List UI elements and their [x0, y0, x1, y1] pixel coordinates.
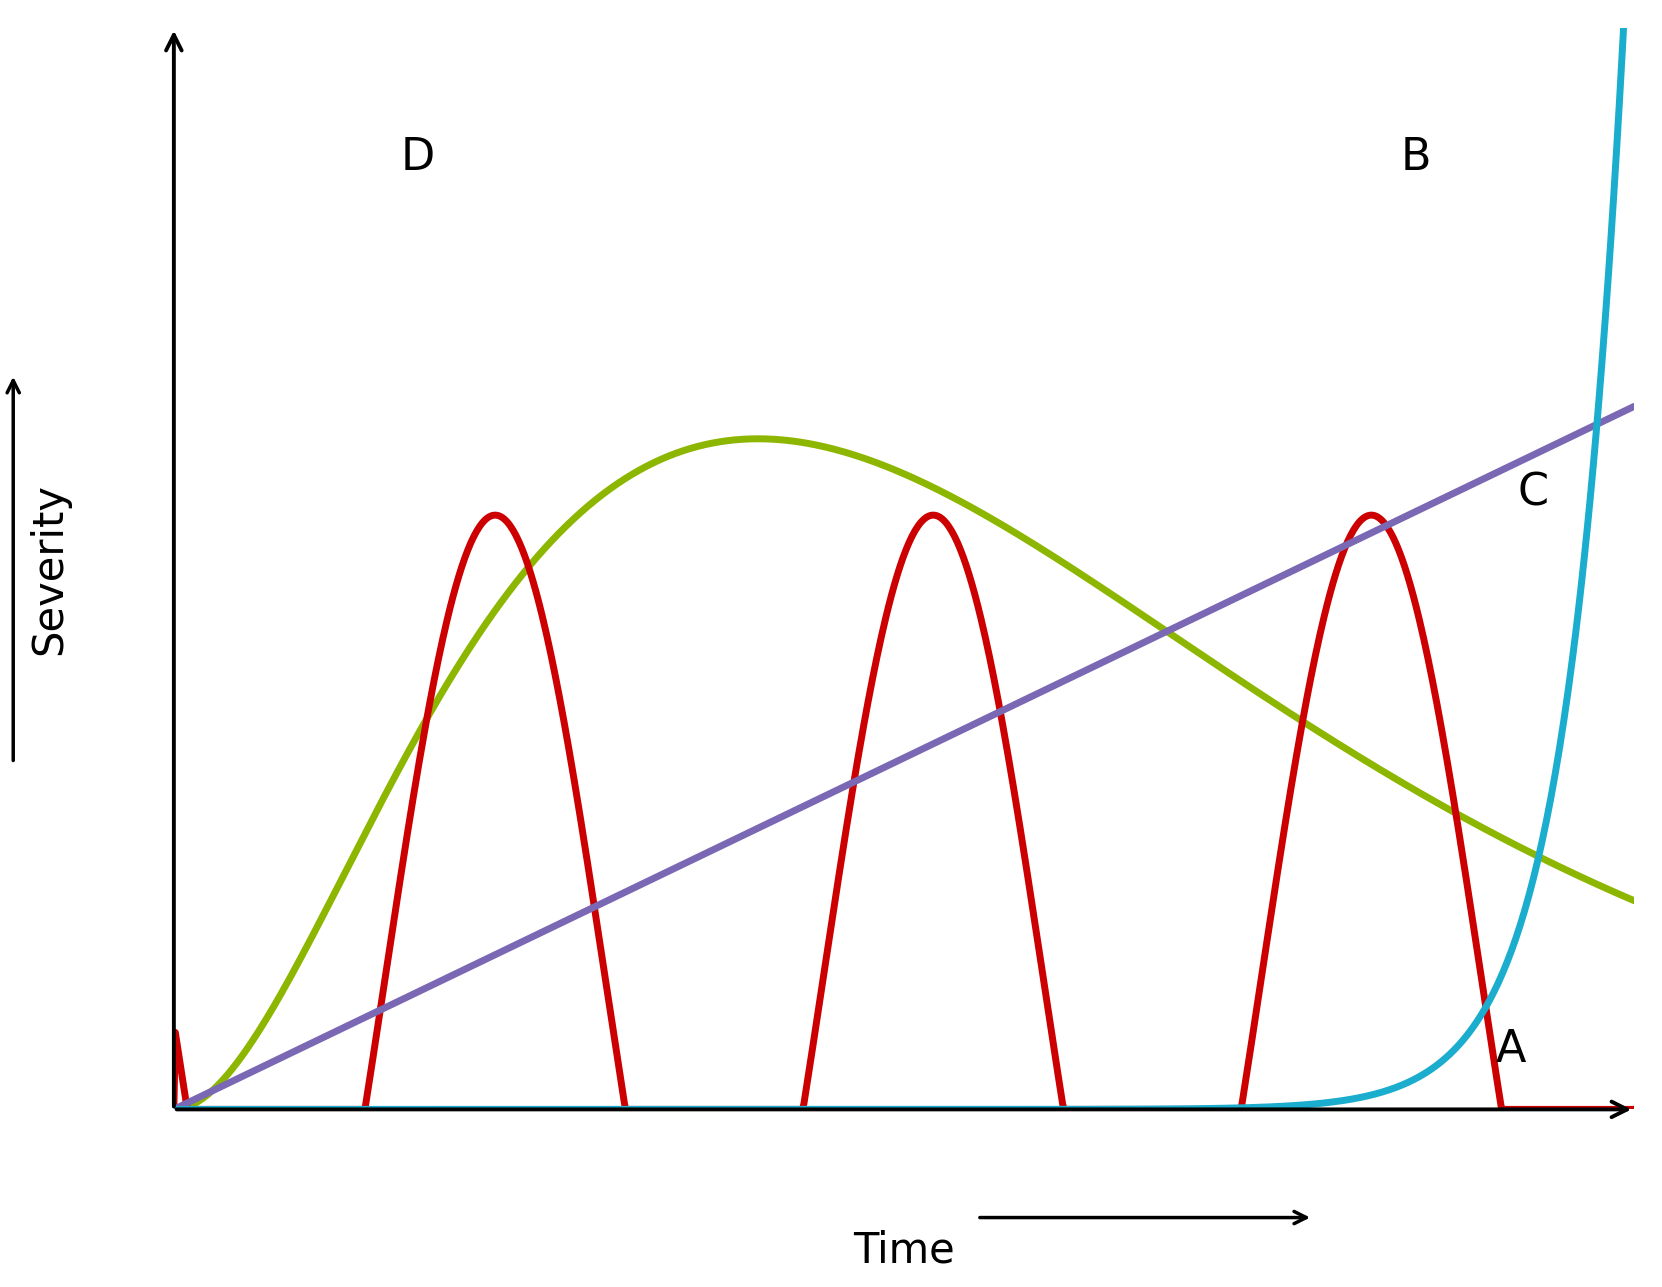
Text: Time: Time — [853, 1229, 956, 1272]
Text: C: C — [1517, 471, 1549, 515]
Text: B: B — [1401, 136, 1431, 179]
Text: D: D — [401, 136, 434, 179]
Text: Severity: Severity — [28, 483, 71, 655]
Text: A: A — [1496, 1028, 1526, 1071]
